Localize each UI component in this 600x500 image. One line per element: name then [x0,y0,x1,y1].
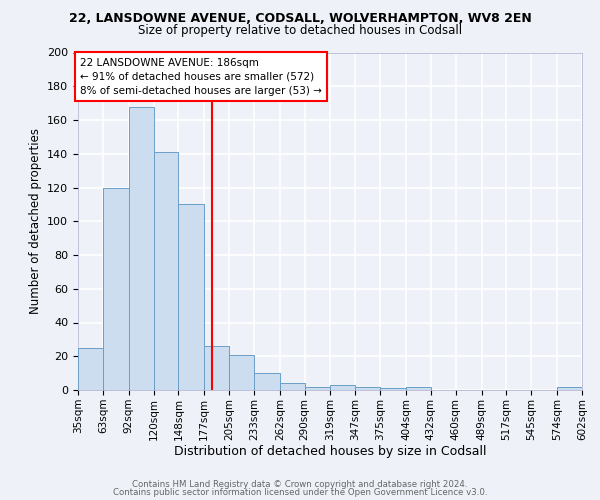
Text: Size of property relative to detached houses in Codsall: Size of property relative to detached ho… [138,24,462,37]
Bar [280,383,305,390]
Bar [355,386,380,390]
Bar [331,385,355,390]
Bar [128,106,154,390]
Bar [103,188,128,390]
Bar [204,346,229,390]
Bar [229,354,254,390]
Bar [154,152,178,390]
Bar [254,373,280,390]
Bar [305,386,331,390]
Bar [557,386,582,390]
Bar [78,348,103,390]
Text: 22, LANSDOWNE AVENUE, CODSALL, WOLVERHAMPTON, WV8 2EN: 22, LANSDOWNE AVENUE, CODSALL, WOLVERHAM… [68,12,532,26]
Y-axis label: Number of detached properties: Number of detached properties [29,128,41,314]
Bar [178,204,204,390]
Text: Contains public sector information licensed under the Open Government Licence v3: Contains public sector information licen… [113,488,487,497]
Text: Contains HM Land Registry data © Crown copyright and database right 2024.: Contains HM Land Registry data © Crown c… [132,480,468,489]
Bar [406,386,431,390]
Bar [380,388,406,390]
X-axis label: Distribution of detached houses by size in Codsall: Distribution of detached houses by size … [174,446,486,458]
Text: 22 LANSDOWNE AVENUE: 186sqm
← 91% of detached houses are smaller (572)
8% of sem: 22 LANSDOWNE AVENUE: 186sqm ← 91% of det… [80,58,322,96]
